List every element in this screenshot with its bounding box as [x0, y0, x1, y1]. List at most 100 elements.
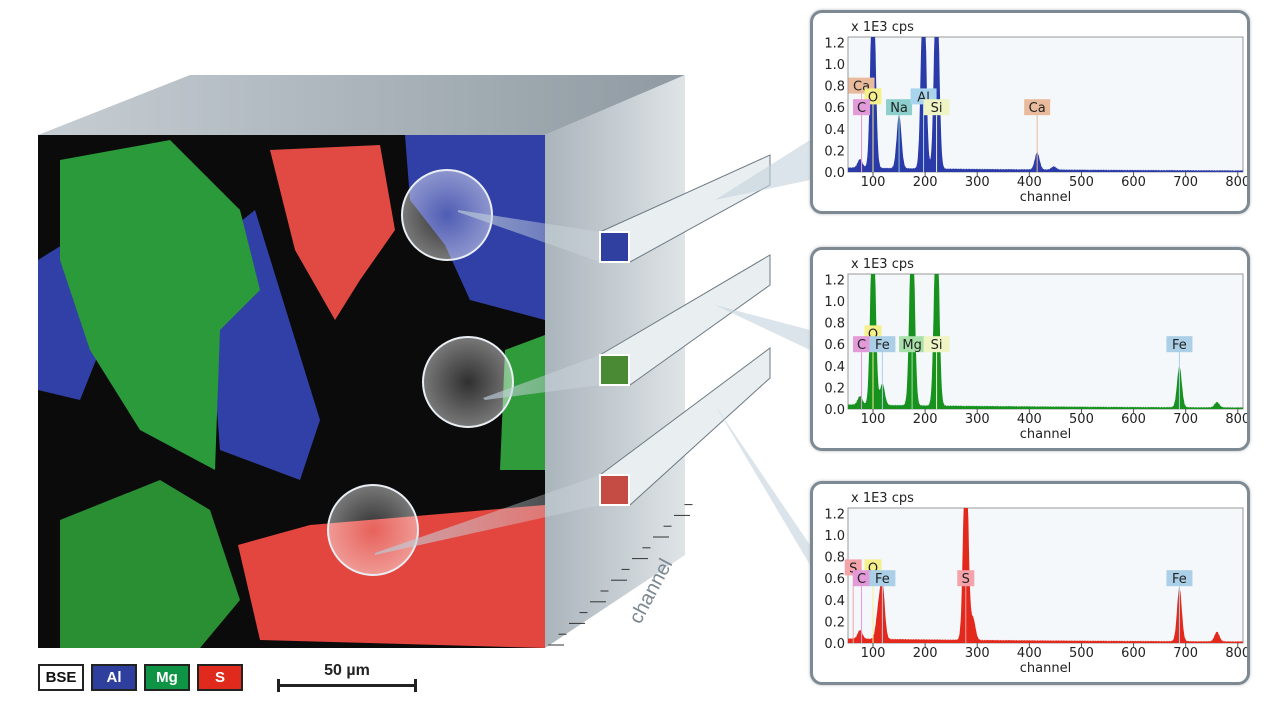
peak-label-box — [869, 570, 896, 587]
mg-region — [60, 480, 240, 648]
beam-al — [458, 210, 600, 262]
x-axis-label: channel — [1020, 427, 1071, 442]
y-tick-label: 0.2 — [824, 381, 845, 396]
x-tick-label: 500 — [1069, 412, 1094, 427]
peak-label-box — [923, 336, 950, 353]
x-tick-label: 200 — [913, 175, 938, 190]
y-tick-label: 0.8 — [824, 80, 845, 95]
peak-label: O — [868, 327, 878, 342]
y-tick-label: 1.0 — [824, 529, 845, 544]
callout-2 — [715, 305, 810, 350]
y-tick-label: 0.8 — [824, 551, 845, 566]
x-axis-label: channel — [1020, 661, 1071, 676]
y-axis-label: x 1E3 cps — [851, 20, 914, 35]
scale-bar: 50 µm — [277, 662, 417, 692]
peak-label: Fe — [875, 338, 890, 353]
callout-3 — [715, 405, 810, 565]
y-tick-label: 1.2 — [824, 507, 845, 522]
y-axis-label: x 1E3 cps — [851, 491, 914, 506]
sample-point-mg — [422, 336, 514, 428]
channel-legend: BSE Al Mg S — [38, 664, 243, 691]
sample-point-s — [327, 484, 419, 576]
peak-label-box — [886, 99, 913, 116]
spectrum-card-s: 100 200 300 400 500 600 700 800 0.0 0.2 0.4 0.6 0.8 1… — [810, 481, 1250, 685]
legend-mg[interactable]: Mg — [144, 664, 190, 691]
y-axis-label: x 1E3 cps — [851, 257, 914, 272]
x-tick-label: 600 — [1121, 175, 1146, 190]
y-tick-label: 0.2 — [824, 144, 845, 159]
peak-label-box — [1166, 570, 1193, 587]
y-tick-label: 0.4 — [824, 360, 845, 375]
y-tick-label: 0.4 — [824, 123, 845, 138]
beam-s — [375, 475, 600, 555]
peak-label-box — [853, 570, 871, 587]
x-axis-label: channel — [1020, 190, 1071, 205]
mg-region — [60, 140, 260, 470]
peak-label: O — [868, 90, 878, 105]
s-region — [238, 505, 545, 648]
x-tick-label: 100 — [861, 412, 886, 427]
peak-label: Na — [890, 101, 908, 116]
x-tick-label: 100 — [861, 646, 886, 661]
y-tick-label: 0.6 — [824, 101, 845, 116]
peak-label: O — [868, 561, 878, 576]
spectrum-chart: 100 200 300 400 500 600 700 800 0.0 0.2 0.4 0.6 0.8 1… — [824, 257, 1247, 442]
beam-mg — [483, 355, 600, 400]
peak-label: C — [857, 101, 866, 116]
pixel-spectrum-bars — [599, 154, 771, 506]
x-tick-label: 700 — [1173, 646, 1198, 661]
x-tick-label: 200 — [913, 412, 938, 427]
x-tick-label: 400 — [1017, 175, 1042, 190]
legend-bse[interactable]: BSE — [38, 664, 84, 691]
s-region — [270, 145, 395, 320]
scale-bar-label: 50 µm — [324, 662, 370, 679]
y-tick-label: 0.6 — [824, 572, 845, 587]
x-tick-label: 800 — [1225, 412, 1247, 427]
peak-label-box — [1024, 99, 1051, 116]
y-tick-label: 0.6 — [824, 338, 845, 353]
spectrum-card-al: 100 200 300 400 500 600 700 800 0.0 0.2 0.4 0.6 0.8 1… — [810, 10, 1250, 214]
y-tick-label: 1.0 — [824, 58, 845, 73]
x-tick-label: 800 — [1225, 646, 1247, 661]
legend-al[interactable]: Al — [91, 664, 137, 691]
y-tick-label: 0.0 — [824, 637, 845, 652]
x-tick-label: 400 — [1017, 646, 1042, 661]
peak-label: Si — [931, 101, 943, 116]
peak-label: Fe — [1172, 338, 1187, 353]
y-tick-label: 0.0 — [824, 403, 845, 418]
peak-label-box — [899, 336, 926, 353]
x-tick-label: 700 — [1173, 412, 1198, 427]
x-tick-label: 800 — [1225, 175, 1247, 190]
y-tick-label: 0.4 — [824, 594, 845, 609]
spectrum-chart: 100 200 300 400 500 600 700 800 0.0 0.2 0.4 0.6 0.8 1… — [824, 20, 1247, 205]
y-tick-label: 0.2 — [824, 615, 845, 630]
peak-label: C — [857, 338, 866, 353]
x-tick-label: 300 — [965, 646, 990, 661]
spectrum-chart: 100 200 300 400 500 600 700 800 0.0 0.2 0.4 0.6 0.8 1… — [824, 491, 1247, 676]
y-tick-label: 0.8 — [824, 317, 845, 332]
peak-label: S — [849, 561, 857, 576]
peak-label: Si — [931, 338, 943, 353]
peak-label: Mg — [902, 338, 921, 353]
peak-label-box — [957, 570, 975, 587]
legend-s[interactable]: S — [197, 664, 243, 691]
x-tick-label: 700 — [1173, 175, 1198, 190]
callout-1 — [715, 140, 810, 200]
peak-label: C — [857, 572, 866, 587]
channel-axis-ticks — [548, 504, 693, 646]
x-tick-label: 300 — [965, 412, 990, 427]
x-tick-label: 400 — [1017, 412, 1042, 427]
x-tick-label: 100 — [861, 175, 886, 190]
peak-label: Fe — [875, 572, 890, 587]
peak-label-box — [853, 99, 871, 116]
peak-label-box — [923, 99, 950, 116]
peak-label-box — [1166, 336, 1193, 353]
peak-label: Fe — [1172, 572, 1187, 587]
y-tick-label: 0.0 — [824, 166, 845, 181]
element-map — [38, 135, 545, 648]
peak-label: S — [962, 572, 970, 587]
y-tick-label: 1.2 — [824, 36, 845, 51]
peak-label-box — [869, 336, 896, 353]
y-tick-label: 1.2 — [824, 273, 845, 288]
